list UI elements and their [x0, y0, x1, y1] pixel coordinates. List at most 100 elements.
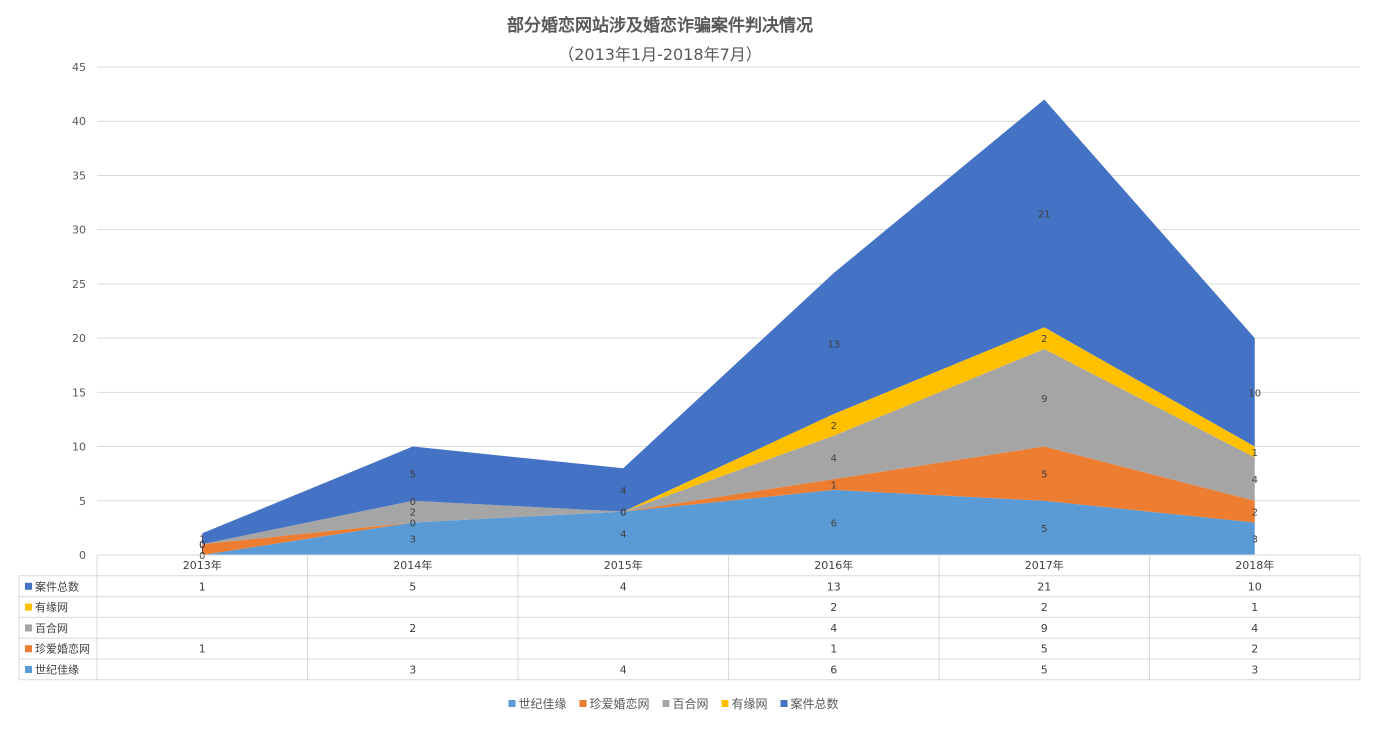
table-row-label: 世纪佳缘 [35, 663, 79, 677]
data-label: 10 [1248, 388, 1261, 399]
data-label: 2 [1041, 334, 1047, 345]
table-cell: 4 [620, 664, 627, 677]
data-label: 1 [831, 481, 837, 492]
data-label: 2 [831, 421, 837, 432]
x-category-label: 2015年 [604, 558, 643, 572]
table-cell: 1 [199, 643, 206, 656]
table-cell: 5 [1041, 643, 1048, 656]
data-label: 4 [620, 529, 626, 540]
table-row-label: 百合网 [35, 621, 68, 635]
table-cell: 3 [409, 664, 416, 677]
data-label: 9 [1041, 394, 1047, 405]
legend-label: 百合网 [673, 696, 709, 711]
data-label: 0 [410, 497, 416, 508]
table-cell: 4 [1251, 622, 1258, 635]
data-label: 5 [1041, 470, 1047, 481]
y-tick-label: 0 [79, 549, 86, 562]
table-legend-key [25, 645, 32, 653]
data-label: 2 [1252, 508, 1258, 519]
data-label: 0 [620, 508, 626, 519]
legend: 世纪佳缘 珍爱婚恋网 百合网 有缘网 案件总数 [508, 696, 839, 711]
table-cell: 10 [1248, 580, 1262, 593]
table-cell: 3 [1251, 664, 1258, 677]
table-cell: 1 [830, 643, 837, 656]
table-legend-key [25, 582, 32, 590]
data-label: 4 [831, 453, 837, 464]
data-label: 4 [620, 486, 626, 497]
table-cell: 5 [409, 580, 416, 593]
data-label: 0 [199, 540, 205, 551]
legend-key [721, 700, 729, 707]
y-tick-label: 30 [72, 224, 86, 237]
area-3 [202, 348, 1255, 545]
legend-key [579, 700, 587, 707]
legend-label: 案件总数 [791, 696, 839, 711]
area-1 [202, 489, 1255, 555]
data-label: 3 [410, 535, 416, 546]
x-category-label: 2017年 [1025, 558, 1064, 572]
table-cell: 9 [1041, 622, 1048, 635]
table-cell: 2 [409, 622, 416, 635]
data-label: 0 [620, 508, 626, 519]
y-axis: 0 5 10 15 20 25 30 35 40 45 [72, 61, 86, 562]
y-tick-label: 5 [79, 495, 86, 508]
y-tick-label: 35 [72, 169, 86, 182]
legend-key [780, 700, 788, 707]
data-label: 0 [410, 518, 416, 529]
x-category-label: 2014年 [393, 558, 432, 572]
legend-key [662, 700, 670, 707]
data-label: 3 [1252, 535, 1258, 546]
area-series [202, 99, 1255, 555]
table-cell: 1 [199, 580, 206, 593]
data-label: 2 [410, 508, 416, 519]
chart-subtitle: （2013年1月-2018年7月） [558, 45, 762, 64]
table-cell: 13 [827, 580, 841, 593]
y-tick-label: 10 [72, 441, 86, 454]
table-cell: 2 [1041, 601, 1048, 614]
data-label: 0 [620, 508, 626, 519]
data-label: 6 [831, 518, 837, 529]
y-tick-label: 45 [72, 61, 86, 74]
table-legend-key [25, 603, 32, 611]
table-cell: 6 [830, 664, 837, 677]
table-cell: 1 [1251, 601, 1258, 614]
table-row-label: 有缘网 [35, 600, 68, 614]
y-tick-label: 40 [72, 115, 86, 128]
data-label: 0 [199, 540, 205, 551]
x-category-label: 2013年 [183, 558, 222, 572]
data-label: 1 [199, 546, 205, 557]
table-row-label: 案件总数 [35, 579, 79, 593]
table-cell: 4 [830, 622, 837, 635]
data-label: 1 [199, 535, 205, 546]
legend-key [508, 700, 516, 707]
data-label: 4 [1252, 475, 1258, 486]
table-cell: 5 [1041, 664, 1048, 677]
y-tick-label: 15 [72, 386, 86, 399]
data-label: 1 [1252, 448, 1258, 459]
legend-label: 珍爱婚恋网 [590, 696, 650, 711]
y-tick-label: 25 [72, 278, 86, 291]
data-label: 21 [1038, 209, 1051, 220]
area-2 [202, 446, 1255, 555]
x-category-label: 2018年 [1235, 558, 1274, 572]
data-label: 13 [827, 340, 840, 351]
y-tick-label: 20 [72, 332, 86, 345]
legend-label: 有缘网 [732, 697, 768, 711]
data-label: 0 [199, 551, 205, 562]
table-cell: 2 [830, 601, 837, 614]
chart-title: 部分婚恋网站涉及婚恋诈骗案件判决情况 [507, 15, 813, 36]
area-5 [202, 99, 1255, 545]
legend-label: 世纪佳缘 [519, 697, 567, 711]
data-label: 5 [1041, 524, 1047, 535]
data-label: 5 [410, 470, 416, 481]
table-cell: 4 [620, 580, 627, 593]
table-legend-key [25, 624, 32, 632]
table-legend-key [25, 666, 32, 673]
table-cell: 2 [1251, 643, 1258, 656]
table-row-label: 珍爱婚恋网 [35, 642, 90, 656]
x-category-label: 2016年 [814, 558, 853, 572]
table-cell: 21 [1037, 580, 1051, 593]
